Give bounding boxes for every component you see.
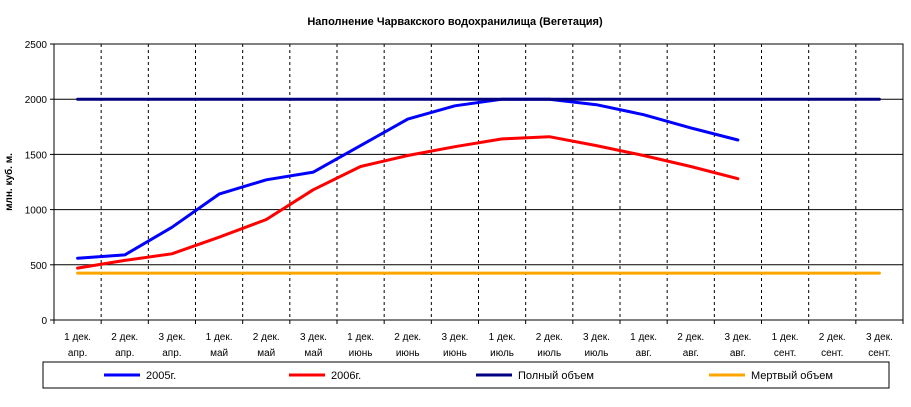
x-tick-label: июль — [537, 348, 561, 359]
y-axis-label: млн. куб. м. — [3, 153, 15, 211]
x-tick-label: 1 дек. — [772, 332, 799, 343]
x-tick-label: 2 дек. — [253, 332, 280, 343]
x-tick-label: май — [257, 348, 275, 359]
legend-label: Мертвый объем — [751, 370, 833, 382]
x-tick-label: май — [210, 348, 228, 359]
y-tick-label: 500 — [30, 261, 47, 272]
x-tick-label: сент. — [821, 348, 843, 359]
series-line — [76, 97, 740, 260]
x-tick-label: апр. — [115, 348, 134, 359]
y-tick-label: 2000 — [25, 95, 48, 106]
x-tick-label: 2 дек. — [819, 332, 846, 343]
x-tick-label: сент. — [868, 348, 890, 359]
legend-items: 2005г. 2006г. Полный объем Мертвый объем — [104, 370, 833, 382]
plot-area — [53, 43, 904, 321]
x-tick-label: июль — [490, 348, 514, 359]
x-tick-label: июнь — [396, 348, 420, 359]
legend-box — [42, 361, 890, 389]
legend-label: Полный объем — [518, 370, 594, 382]
legend-label: 2006г. — [331, 370, 361, 382]
x-tick-label: 2 дек. — [677, 332, 704, 343]
x-tick-label: апр. — [162, 348, 181, 359]
x-tick-label: 1 дек. — [489, 332, 516, 343]
x-tick-label: авг. — [636, 348, 652, 359]
y-tick-label: 1500 — [25, 150, 48, 161]
x-tick-label: авг. — [683, 348, 699, 359]
legend-label: 2005г. — [146, 370, 176, 382]
x-tick-label: 2 дек. — [394, 332, 421, 343]
y-axis: 0 500 1000 1500 2000 2500 — [25, 40, 54, 327]
x-tick-label: 1 дек. — [630, 332, 657, 343]
x-axis: 1 дек. апр. 2 дек. апр. 3 дек. апр. 1 дек. май 2… — [53, 320, 904, 359]
x-tick-label: апр. — [68, 348, 87, 359]
x-tick-label: 1 дек. — [347, 332, 374, 343]
x-tick-label: 2 дек. — [536, 332, 563, 343]
x-tick-label: июнь — [349, 348, 373, 359]
x-tick-label: 3 дек. — [866, 332, 893, 343]
x-tick-label: 1 дек. — [206, 332, 233, 343]
x-tick-label: 1 дек. — [64, 332, 91, 343]
x-tick-label: 3 дек. — [158, 332, 185, 343]
x-tick-label: июль — [584, 348, 608, 359]
series-line — [76, 135, 740, 270]
x-tick-label: июнь — [443, 348, 467, 359]
x-tick-label: 2 дек. — [111, 332, 138, 343]
chart-title: Наполнение Чарвакского водохранилища (Ве… — [307, 16, 603, 28]
y-tick-label: 2500 — [25, 40, 48, 51]
x-tick-label: 3 дек. — [300, 332, 327, 343]
y-tick-label: 0 — [41, 316, 47, 327]
x-tick-label: 3 дек. — [441, 332, 468, 343]
y-tick-label: 1000 — [25, 206, 48, 217]
x-tick-label: авг. — [730, 348, 746, 359]
x-tick-label: 3 дек. — [724, 332, 751, 343]
x-tick-label: май — [304, 348, 322, 359]
x-tick-label: сент. — [774, 348, 796, 359]
x-tick-label: 3 дек. — [583, 332, 610, 343]
legend: 2005г. 2006г. Полный объем Мертвый объем — [42, 361, 890, 389]
series-layer — [76, 97, 881, 275]
